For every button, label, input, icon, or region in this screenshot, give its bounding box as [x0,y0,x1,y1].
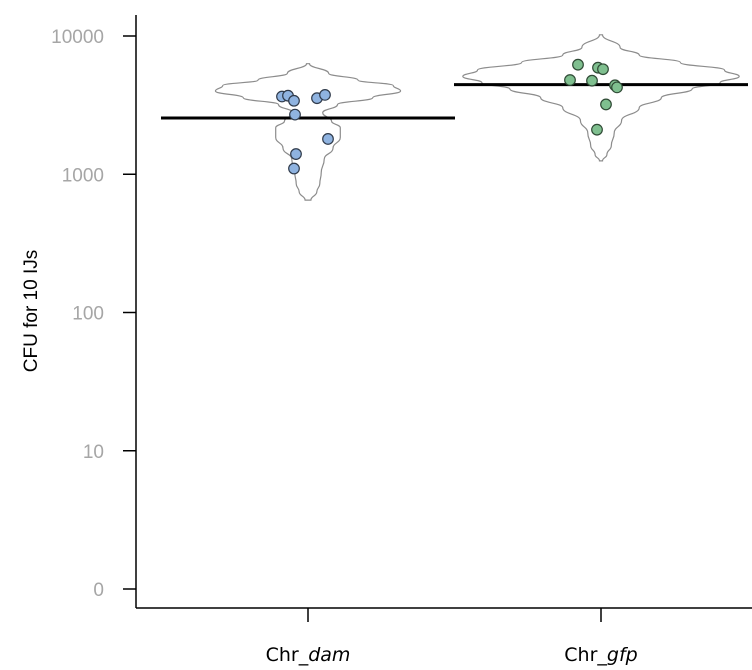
data-point-dam [322,133,334,145]
x-tick-label-name: gfp [607,644,638,666]
data-point-gfp [572,58,584,71]
data-point-dam [319,88,331,101]
y-tick-label: 10 [83,442,104,463]
data-point-dam [288,162,300,175]
y-tick-label: 0 [93,580,104,601]
violins [161,34,748,201]
data-point-gfp [597,63,609,76]
axes [135,15,752,609]
violin-dam [214,63,402,201]
x-tick-label-prefix: Chr_ [266,644,309,666]
y-tick-label: 1000 [62,165,104,186]
data-point-dam [290,148,302,160]
data-point-dam [288,94,300,107]
violin-gfp [462,34,740,162]
data-point-gfp [586,74,598,87]
y-axis-title: CFU for 10 IJs [21,250,42,372]
x-tick-label-prefix: Chr_ [564,644,607,666]
data-point-gfp [611,81,623,94]
y-tick-label: 100 [72,304,104,325]
data-point-gfp [564,74,576,86]
y-tick-label: 10000 [51,27,104,48]
data-point-gfp [600,98,612,111]
data-point-dam [289,108,301,121]
x-tick-label-dam: Chr_dam [266,644,351,666]
x-tick-label-name: dam [308,644,350,666]
data-point-gfp [591,123,603,136]
x-tick-label-gfp: Chr_gfp [564,644,637,666]
x-ticks: Chr_dam Chr_gfp [266,608,638,666]
